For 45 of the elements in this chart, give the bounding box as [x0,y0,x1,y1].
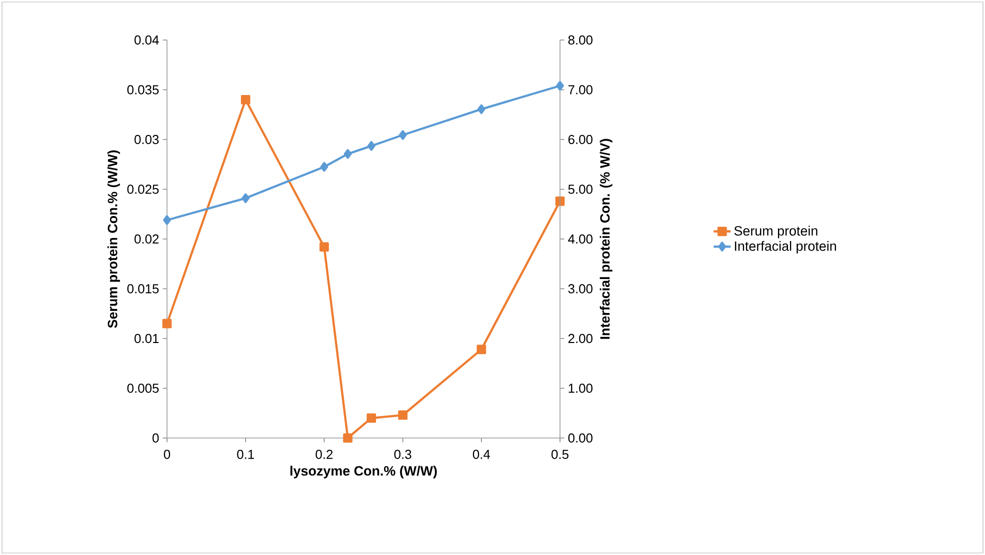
x-tick-label: 0.1 [237,450,254,459]
y-tick-label: 0.025 [127,184,159,194]
legend-label: Interfacial protein [734,240,836,254]
point [366,413,376,423]
point [476,344,486,354]
point [344,149,352,159]
y-tick-label: 0 [152,433,159,443]
y2-tick-label: 0.00 [568,433,592,443]
x-tick-label: 0.2 [316,450,333,459]
point [556,80,564,91]
point [367,141,376,151]
y2-tick-label: 8.00 [568,35,592,45]
y-tick-label: 0.04 [134,35,159,45]
y-tick-label: 0.02 [134,234,159,244]
y-axis-title: Serum protein Con.% (W/W) [107,150,120,328]
x-axis-title: lysozyme Con.% (W/W) [290,466,437,478]
legend-label: Serum protein [734,226,818,238]
x-tick-label: 0.5 [552,450,568,459]
y-tick-label: 0.015 [127,284,159,294]
point [242,193,250,204]
x-tick-label: 0.3 [394,450,412,459]
y2-tick-label: 7.00 [568,85,592,94]
y2-tick-label: 2.00 [568,334,592,344]
y-tick-label: 0.01 [134,334,159,344]
y-tick-label: 0.035 [127,85,159,94]
y2-tick-label: 3.00 [568,284,592,294]
y-tick-label: 0.005 [127,384,159,393]
point [240,95,250,104]
point [398,130,407,140]
y2-tick-label: 4.00 [568,234,592,244]
point [163,215,171,225]
y2-tick-label: 5.00 [568,184,592,194]
y2-axis-title: Interfacial protein Con. (% W/V) [600,138,612,339]
point [162,318,172,328]
point [343,433,352,443]
x-tick-label: 0.4 [472,450,490,459]
y2-tick-label: 1.00 [568,384,592,393]
point [398,410,408,420]
point [320,242,329,252]
y-tick-label: 0.03 [134,134,159,144]
x-tick-label: 0 [164,450,170,459]
point [477,104,486,114]
y2-tick-label: 6.00 [568,134,592,144]
point [555,196,565,206]
point [320,162,328,172]
